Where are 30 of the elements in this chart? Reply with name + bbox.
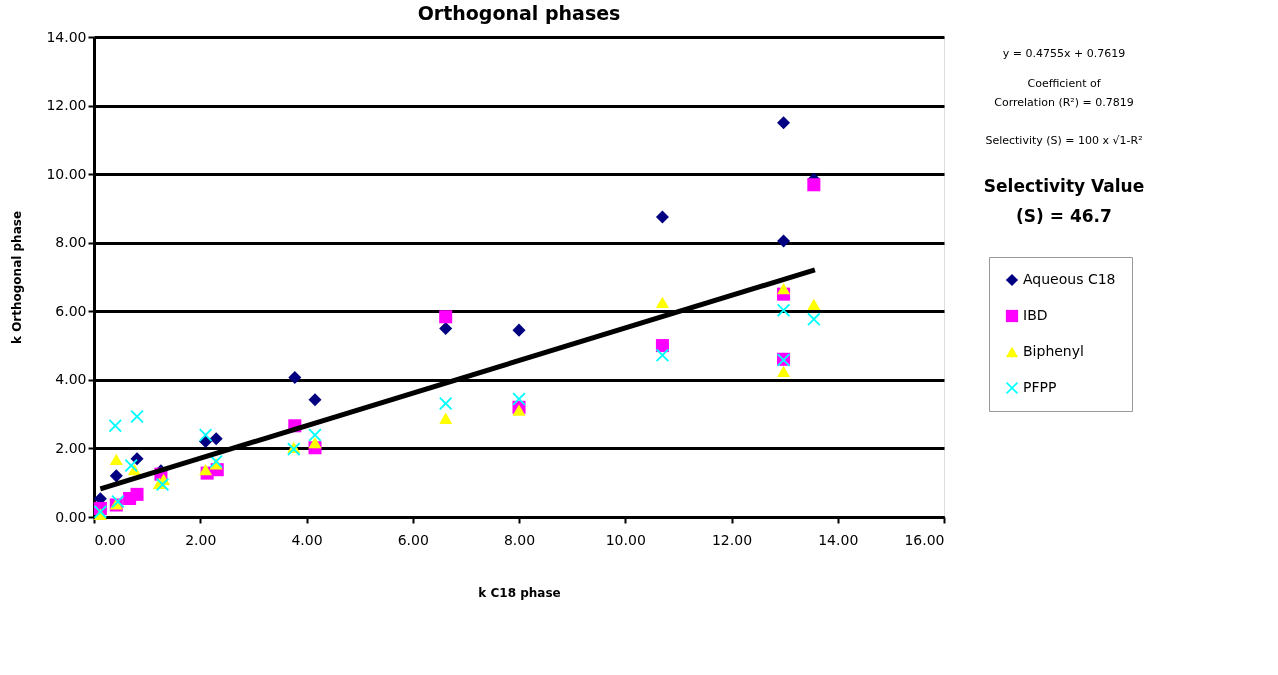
x-tick-label: 6.00 — [397, 531, 429, 548]
x-tick-label: 0.00 — [94, 531, 126, 548]
y-tick-label: 4.00 — [55, 371, 87, 388]
x-tick-label: 14.00 — [818, 531, 859, 548]
x-tick-label: 12.00 — [711, 531, 753, 548]
x-tick-label: 2.00 — [185, 531, 217, 548]
y-tick-label: 10.00 — [46, 165, 87, 182]
legend-label: IBD — [1023, 307, 1048, 323]
y-tick-label: 2.00 — [55, 439, 87, 456]
y-tick-label: 12.00 — [46, 97, 87, 114]
legend-label: PFPP — [1023, 379, 1057, 395]
x-tick-label: 8.00 — [503, 531, 536, 548]
y-axis-title: k Orthogonal phase — [10, 210, 25, 345]
x-tick-label: 4.00 — [291, 531, 323, 548]
y-tick-label: 8.00 — [55, 234, 87, 251]
y-tick-label: 14.00 — [46, 28, 87, 45]
legend-label: Biphenyl — [1023, 343, 1084, 359]
x-axis-title: k C18 phase — [478, 585, 561, 600]
text: Correlation (R²) = 0.7819 — [994, 96, 1134, 109]
legend-label: Aqueous C18 — [1023, 271, 1116, 287]
text: (S) = 46.7 — [1016, 206, 1112, 226]
y-tick-label: 0.00 — [55, 508, 87, 525]
text: Selectivity (S) = 100 x √1-R² — [985, 134, 1143, 147]
text: Selectivity Value — [983, 176, 1145, 196]
x-tick-label: 16.00 — [904, 531, 945, 548]
text: Coefficient of — [1027, 77, 1102, 90]
x-tick-label: 10.00 — [605, 531, 646, 548]
text: y = 0.4755x + 0.7619 — [1002, 47, 1126, 60]
chart-title: Orthogonal phases — [417, 2, 621, 24]
y-tick-label: 6.00 — [55, 302, 87, 319]
